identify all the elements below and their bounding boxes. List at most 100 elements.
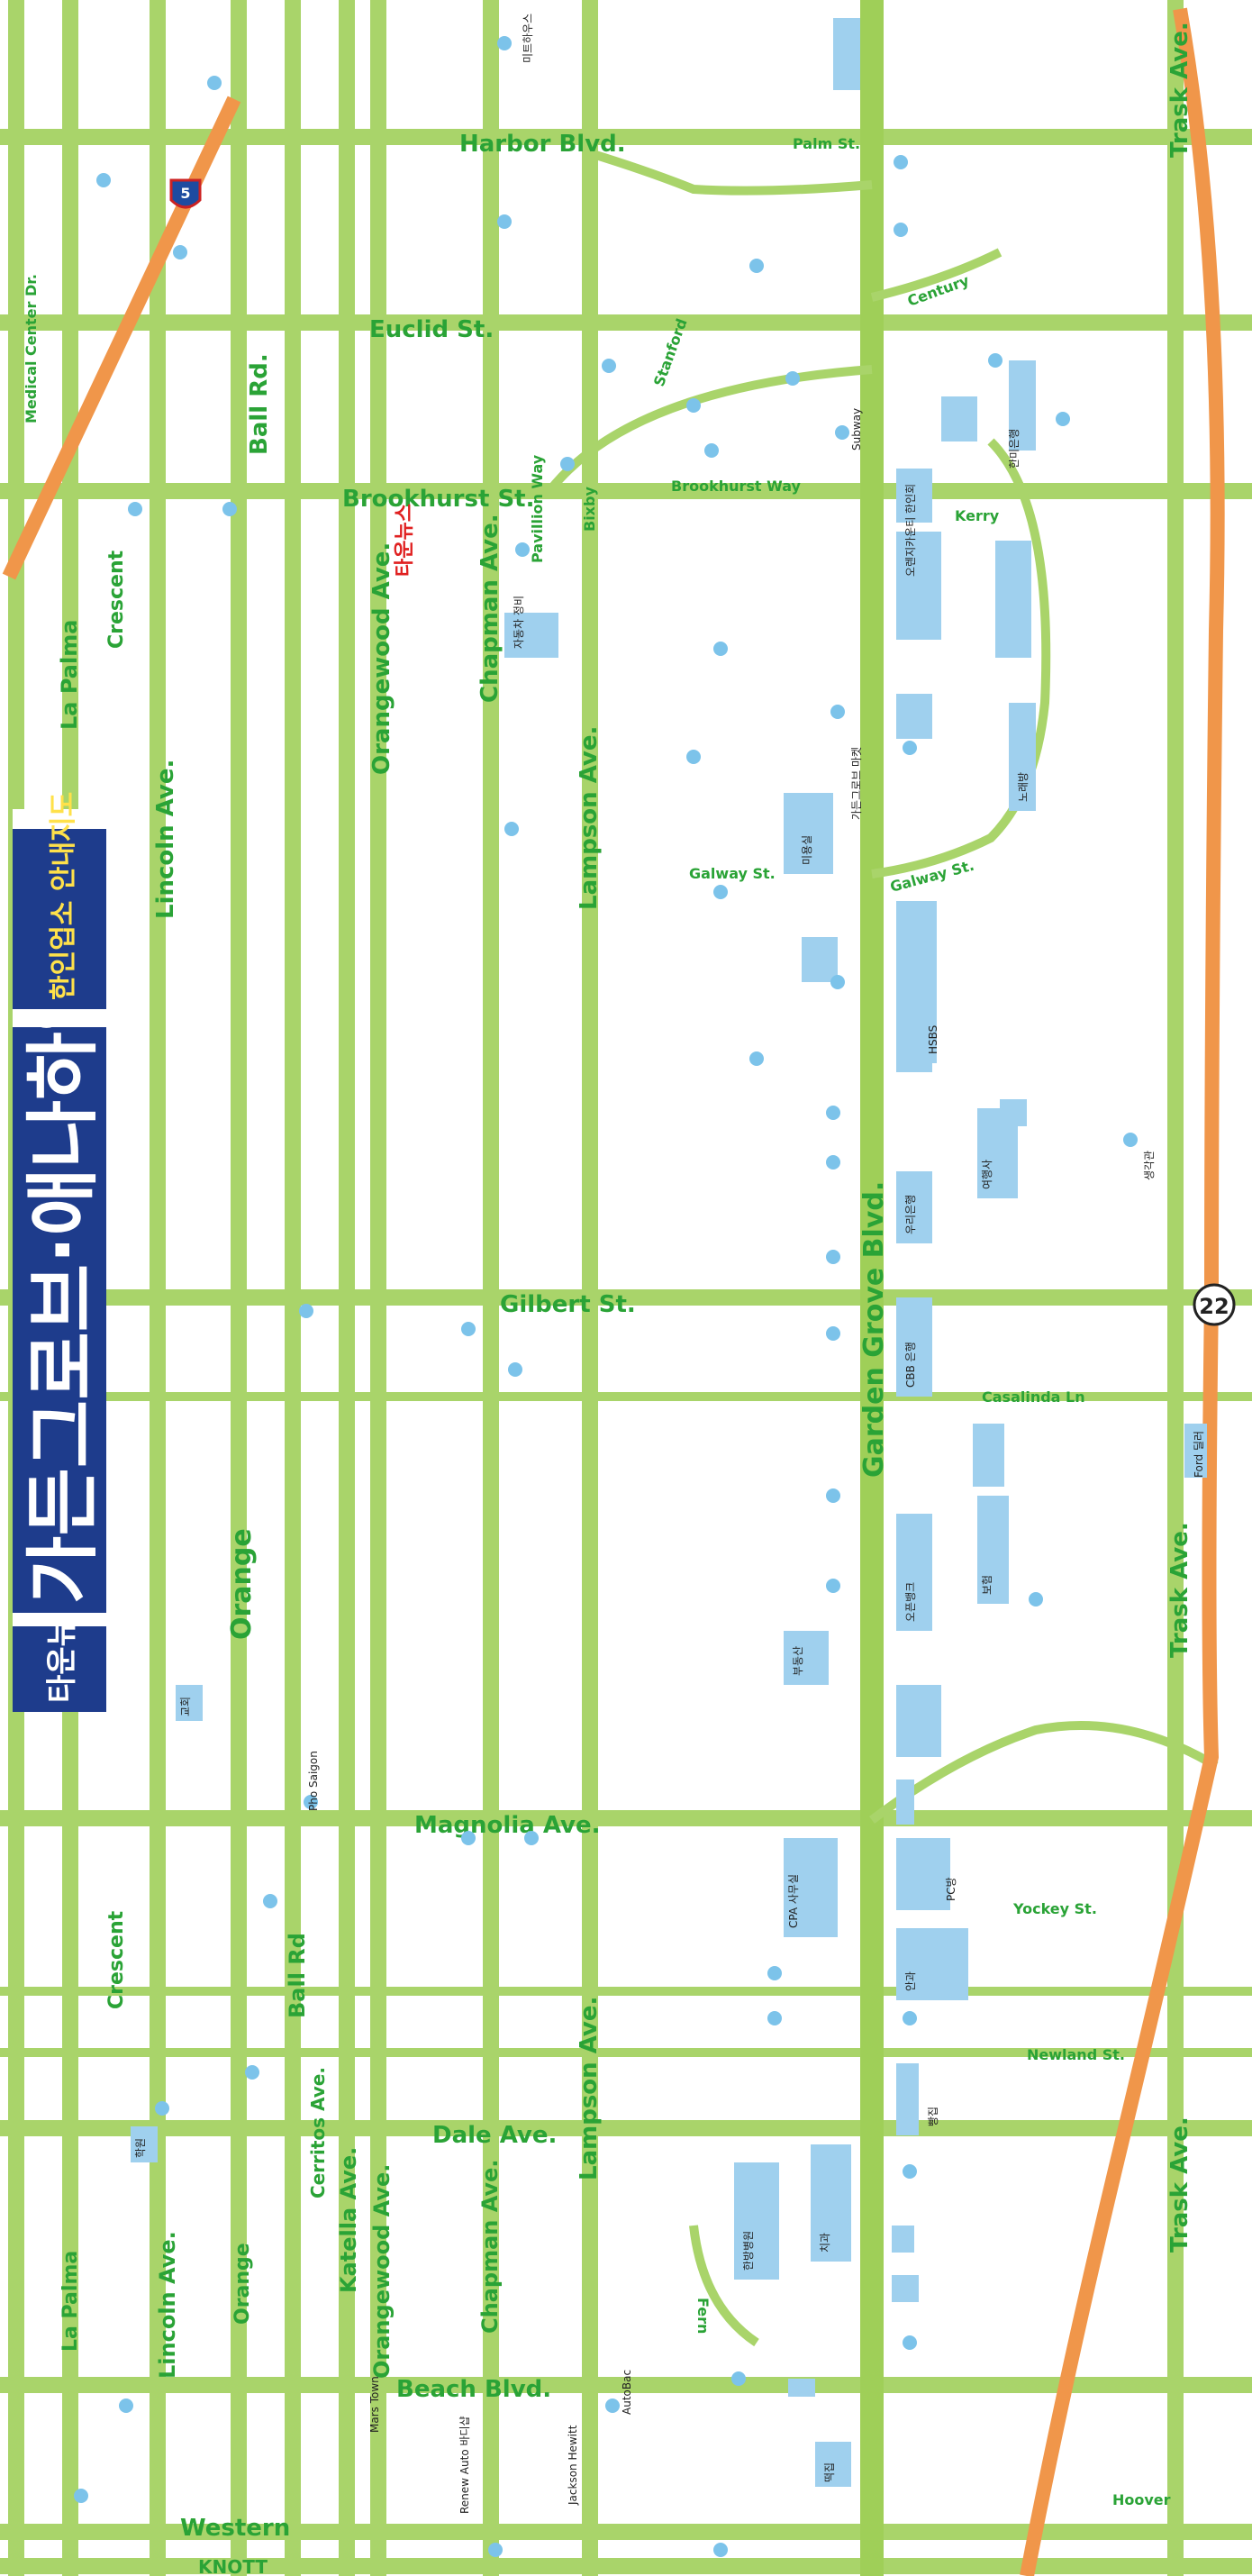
biz-dot[interactable]	[497, 36, 512, 50]
biz-dot[interactable]	[207, 76, 222, 90]
biz-label[interactable]: 부동산	[792, 1646, 804, 1676]
biz-block[interactable]	[1184, 1424, 1207, 1478]
biz-dot[interactable]	[894, 155, 908, 169]
autobac[interactable]: AutoBac	[621, 2370, 633, 2415]
biz-dot[interactable]	[605, 2399, 620, 2413]
biz-block[interactable]	[1009, 360, 1036, 451]
biz-dot[interactable]	[713, 885, 728, 899]
biz-dot[interactable]	[686, 398, 701, 413]
biz-dot[interactable]	[903, 741, 917, 755]
jackson-hewitt[interactable]: Jackson Hewitt	[567, 2425, 579, 2506]
biz-label[interactable]: 여행사	[980, 1160, 993, 1189]
biz-dot[interactable]	[826, 1106, 840, 1120]
biz-block[interactable]	[1000, 1099, 1027, 1126]
biz-label[interactable]: PC방	[945, 1877, 957, 1901]
biz-label[interactable]: 보험	[981, 1575, 993, 1595]
biz-dot[interactable]	[830, 705, 845, 719]
biz-block[interactable]	[734, 2162, 779, 2280]
biz-block[interactable]	[977, 1496, 1009, 1604]
biz-label[interactable]: CPA 사무실	[787, 1874, 800, 1928]
biz-dot[interactable]	[461, 1831, 476, 1845]
biz-block[interactable]	[896, 1838, 950, 1910]
biz-dot[interactable]	[508, 1362, 522, 1377]
biz-block[interactable]	[784, 1631, 829, 1685]
biz-dot[interactable]	[767, 1966, 782, 1980]
biz-block[interactable]	[896, 2063, 919, 2135]
biz-dot[interactable]	[749, 259, 764, 273]
ford-dealer[interactable]: Ford 딜러	[1193, 1431, 1205, 1478]
biz-block[interactable]	[896, 532, 941, 640]
biz-block[interactable]	[896, 1036, 932, 1072]
biz-dot[interactable]	[560, 457, 575, 471]
biz-block[interactable]	[995, 541, 1031, 658]
biz-dot[interactable]	[1123, 1133, 1138, 1147]
biz-dot[interactable]	[515, 542, 530, 557]
biz-dot[interactable]	[767, 2011, 782, 2025]
biz-dot[interactable]	[835, 425, 849, 440]
biz-block[interactable]	[896, 1685, 941, 1757]
biz-label[interactable]: 한방병원	[742, 2231, 755, 2271]
biz-dot[interactable]	[826, 1488, 840, 1503]
biz-block[interactable]	[802, 937, 838, 982]
biz-dot[interactable]	[686, 750, 701, 764]
biz-label[interactable]: 교회	[179, 1697, 192, 1716]
biz-dot[interactable]	[826, 1579, 840, 1593]
biz-dot[interactable]	[245, 2065, 259, 2080]
subway[interactable]: Subway	[850, 408, 863, 451]
pho-saigon[interactable]: Pho Saigon	[307, 1751, 320, 1811]
biz-block[interactable]	[896, 694, 932, 739]
biz-block[interactable]	[896, 1928, 968, 2000]
biz-block[interactable]	[973, 1424, 1004, 1487]
biz-block[interactable]	[833, 18, 860, 90]
biz-block[interactable]	[896, 1297, 932, 1397]
biz-dot[interactable]	[731, 2371, 746, 2386]
biz-label[interactable]: 한미은행	[1007, 429, 1021, 469]
biz-dot[interactable]	[826, 1250, 840, 1264]
biz-dot[interactable]	[903, 2011, 917, 2025]
biz-label[interactable]: 미용실	[801, 835, 813, 865]
biz-block[interactable]	[131, 2126, 158, 2162]
biz-dot[interactable]	[785, 371, 800, 386]
biz-label[interactable]: HSBS	[927, 1025, 939, 1054]
biz-dot[interactable]	[713, 2543, 728, 2557]
biz-dot[interactable]	[524, 1831, 539, 1845]
biz-dot[interactable]	[903, 2335, 917, 2350]
biz-dot[interactable]	[155, 2101, 169, 2116]
biz-block[interactable]	[896, 469, 932, 523]
biz-dot[interactable]	[74, 2489, 88, 2503]
biz-dot[interactable]	[299, 1304, 313, 1318]
biz-dot[interactable]	[903, 2164, 917, 2179]
biz-dot[interactable]	[1056, 412, 1070, 426]
townnews-landmark[interactable]: 타운뉴스	[394, 504, 416, 577]
biz-label[interactable]: 떡집	[823, 2462, 836, 2482]
biz-block[interactable]	[941, 396, 977, 441]
biz-label[interactable]: 학원	[134, 2138, 147, 2158]
biz-dot[interactable]	[304, 1795, 318, 1809]
biz-dot[interactable]	[988, 353, 1003, 368]
biz-label[interactable]: CBB 은행	[903, 1342, 917, 1388]
biz-block[interactable]	[788, 2379, 815, 2397]
biz-dot[interactable]	[128, 502, 142, 516]
biz-label[interactable]: 우리은행	[903, 1195, 917, 1234]
biz-dot[interactable]	[497, 214, 512, 229]
biz-label[interactable]: 안과	[904, 1971, 917, 1991]
biz-block[interactable]	[176, 1685, 203, 1721]
biz-dot[interactable]	[830, 975, 845, 989]
biz-dot[interactable]	[173, 245, 187, 259]
biz-label[interactable]: 미트하우스	[522, 14, 534, 63]
biz-block[interactable]	[1009, 703, 1036, 811]
biz-dot[interactable]	[826, 1155, 840, 1170]
biz-block[interactable]	[896, 1171, 932, 1243]
biz-dot[interactable]	[1029, 1592, 1043, 1607]
biz-dot[interactable]	[713, 642, 728, 656]
biz-dot[interactable]	[461, 1322, 476, 1336]
biz-dot[interactable]	[894, 223, 908, 237]
biz-dot[interactable]	[749, 1051, 764, 1066]
biz-block[interactable]	[811, 2144, 851, 2262]
biz-label[interactable]: 노래방	[1017, 772, 1030, 802]
biz-block[interactable]	[896, 1780, 914, 1825]
biz-dot[interactable]	[704, 443, 719, 458]
biz-dot[interactable]	[826, 1326, 840, 1341]
biz-block[interactable]	[896, 1514, 932, 1631]
biz-label[interactable]: 오렌지카운티 한인회	[904, 484, 917, 577]
